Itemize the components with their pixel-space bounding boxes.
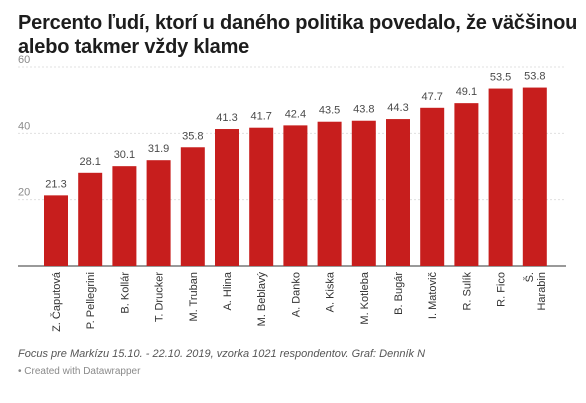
value-label: 44.3 <box>387 102 408 114</box>
bar <box>215 129 239 266</box>
bar <box>283 125 308 266</box>
y-tick-label: 20 <box>18 187 30 199</box>
chart-title: Percento ľudí, ktorí u daného politika p… <box>18 12 578 58</box>
category-label-text: R. Fico <box>496 272 508 307</box>
category-label-text: M. Truban <box>188 272 200 322</box>
value-label: 53.8 <box>524 71 545 83</box>
value-label: 41.3 <box>216 112 237 124</box>
bars <box>44 87 547 267</box>
category-label: T. Drucker <box>154 272 166 322</box>
category-label: A. Hlina <box>222 271 234 310</box>
category-label-text: Harabin <box>536 272 548 311</box>
value-label: 43.5 <box>319 105 340 117</box>
value-label: 35.8 <box>182 130 203 142</box>
category-label: M. Beblavý <box>256 272 268 327</box>
y-tick-label: 40 <box>18 120 30 132</box>
category-label: A. Kiska <box>325 271 337 312</box>
bar <box>351 120 376 266</box>
category-label: M. Kotleba <box>359 271 371 324</box>
category-label: A. Danko <box>290 272 302 317</box>
value-label: 31.9 <box>148 143 169 155</box>
source-note: Focus pre Markízu 15.10. - 22.10. 2019, … <box>18 348 426 360</box>
value-label: 47.7 <box>421 91 442 103</box>
value-label: 43.8 <box>353 104 374 116</box>
category-labels: Z. Čaputová P. Pellegrini B. Kollár T. Druc… <box>50 271 548 332</box>
bar <box>522 87 547 267</box>
category-label-text: P. Pellegrini <box>85 272 97 329</box>
category-label-text: B. Kollár <box>119 272 131 314</box>
y-tick-label: 60 <box>18 54 30 66</box>
category-label-text: I. Matovič <box>427 272 439 320</box>
bar <box>112 166 137 266</box>
category-label: P. Pellegrini <box>85 272 97 329</box>
datawrapper-credit: • Created with Datawrapper <box>18 366 141 377</box>
category-label-text: Z. Čaputová <box>50 271 63 332</box>
value-label: 28.1 <box>79 156 100 168</box>
category-label-text: A. Kiska <box>325 271 337 312</box>
bar <box>317 121 342 266</box>
category-label: B. Kollár <box>119 272 131 314</box>
category-label: I. Matovič <box>427 272 439 320</box>
category-label-text: B. Bugár <box>393 272 405 315</box>
category-label: Š. Harabin <box>523 272 548 311</box>
bar <box>180 147 205 266</box>
bar <box>249 127 274 266</box>
value-label: 49.1 <box>456 86 477 98</box>
category-label-text: T. Drucker <box>154 272 166 322</box>
bar <box>386 119 410 267</box>
category-label: B. Bugár <box>393 272 405 315</box>
bar <box>78 172 103 266</box>
bar <box>488 88 513 266</box>
bar <box>146 160 171 266</box>
value-label: 41.7 <box>250 111 271 123</box>
value-labels: 21.3 28.1 30.1 31.9 35.8 41.3 41.7 42.4 43.5 43.8… <box>45 71 545 191</box>
category-label: R. Sulík <box>461 272 473 311</box>
category-label-text: A. Hlina <box>222 271 234 310</box>
category-label-text: M. Beblavý <box>256 272 268 327</box>
bar <box>420 107 445 266</box>
value-label: 30.1 <box>114 149 135 161</box>
value-label: 42.4 <box>285 108 306 120</box>
category-label: M. Truban <box>188 272 200 322</box>
value-label: 21.3 <box>45 178 66 190</box>
category-label-text: M. Kotleba <box>359 271 371 324</box>
category-label-text: Š. <box>523 272 536 282</box>
category-label: R. Fico <box>496 272 508 307</box>
category-label-text: R. Sulík <box>461 272 473 311</box>
category-label-text: A. Danko <box>290 272 302 317</box>
bar <box>454 103 479 266</box>
value-label: 53.5 <box>490 72 511 84</box>
bar <box>44 195 68 266</box>
category-label: Z. Čaputová <box>50 271 63 332</box>
